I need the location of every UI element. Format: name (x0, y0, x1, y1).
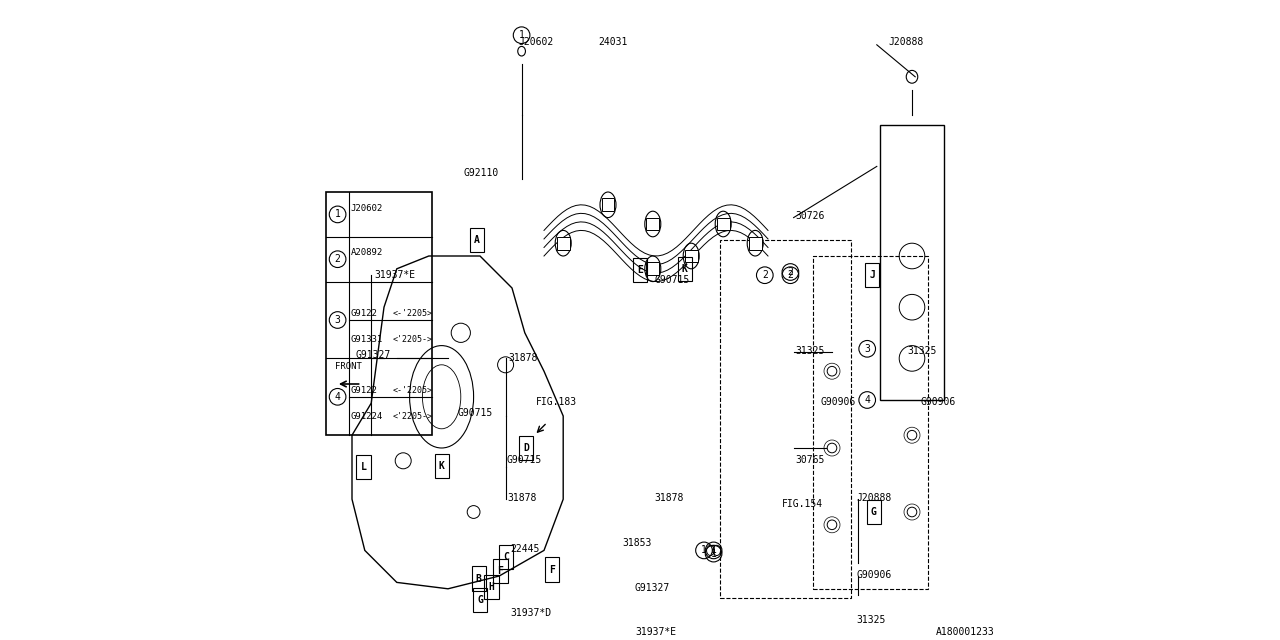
Text: G90715: G90715 (654, 275, 690, 285)
Text: G90715: G90715 (507, 454, 543, 465)
Text: 31878: 31878 (508, 353, 538, 364)
Text: 22445: 22445 (511, 544, 540, 554)
Text: C: C (503, 552, 509, 562)
Bar (557, 237, 570, 250)
Bar (326, 192, 433, 435)
Text: F: F (498, 566, 503, 576)
Text: G91327: G91327 (356, 350, 390, 360)
Text: D: D (524, 443, 529, 453)
Text: 3: 3 (864, 344, 870, 354)
Text: 1: 1 (518, 30, 525, 40)
Text: G91224: G91224 (351, 412, 383, 420)
Text: G90906: G90906 (856, 570, 892, 580)
Text: 24031: 24031 (599, 36, 627, 47)
Text: 31325: 31325 (795, 346, 824, 356)
Text: <-'2205>: <-'2205> (392, 309, 433, 318)
Text: 30765: 30765 (795, 454, 824, 465)
Text: F: F (549, 564, 554, 575)
Text: FIG.154: FIG.154 (782, 499, 823, 509)
Bar (749, 237, 762, 250)
Text: 1: 1 (710, 548, 717, 559)
Bar (813, 256, 928, 589)
Text: 1: 1 (701, 545, 707, 556)
Text: 31878: 31878 (507, 493, 536, 503)
Text: J20602: J20602 (351, 204, 383, 212)
Bar (685, 250, 698, 262)
Text: G91331: G91331 (351, 335, 383, 344)
Text: B: B (476, 573, 481, 584)
Text: G9122: G9122 (351, 309, 378, 318)
Text: G91327: G91327 (635, 582, 671, 593)
Text: E: E (637, 265, 643, 275)
Text: 31937*D: 31937*D (511, 608, 552, 618)
Ellipse shape (827, 366, 837, 376)
Text: 2: 2 (787, 267, 794, 277)
Text: K: K (682, 264, 687, 274)
Text: 31878: 31878 (654, 493, 684, 503)
Text: 1: 1 (710, 545, 717, 556)
Ellipse shape (827, 443, 837, 453)
Text: A180001233: A180001233 (936, 627, 995, 637)
Text: 3: 3 (334, 315, 340, 325)
Ellipse shape (827, 520, 837, 530)
Text: J: J (869, 270, 876, 280)
Text: G90906: G90906 (820, 397, 856, 407)
Text: G: G (870, 507, 877, 517)
Text: J20888: J20888 (888, 36, 924, 47)
Text: J20888: J20888 (856, 493, 892, 503)
Ellipse shape (908, 507, 916, 517)
Bar (646, 218, 659, 230)
Text: K: K (439, 461, 444, 471)
Text: G: G (477, 595, 483, 605)
Text: A20892: A20892 (351, 248, 383, 257)
Text: G9122: G9122 (351, 386, 378, 395)
Text: 30726: 30726 (795, 211, 824, 221)
Text: 31325: 31325 (908, 346, 937, 356)
Text: 2: 2 (787, 270, 794, 280)
Text: G90715: G90715 (458, 408, 493, 418)
Text: 4: 4 (864, 395, 870, 405)
Bar (719, 240, 851, 598)
Bar (646, 262, 659, 275)
Text: FIG.183: FIG.183 (536, 397, 577, 407)
Text: 1: 1 (334, 209, 340, 220)
Text: FRONT: FRONT (335, 362, 362, 371)
Text: G90906: G90906 (920, 397, 956, 407)
Text: A: A (474, 235, 480, 245)
Text: 2: 2 (762, 270, 768, 280)
Bar (717, 218, 730, 230)
Text: <'2205->: <'2205-> (392, 335, 433, 344)
Text: L: L (361, 462, 366, 472)
Text: 31937*E: 31937*E (635, 627, 676, 637)
Text: 4: 4 (334, 392, 340, 402)
Ellipse shape (908, 431, 916, 440)
Text: 31325: 31325 (856, 614, 886, 625)
Text: <-'2205>: <-'2205> (392, 386, 433, 395)
Text: G92110: G92110 (465, 168, 499, 178)
Text: 31937*E: 31937*E (374, 270, 416, 280)
Text: J20602: J20602 (518, 36, 554, 47)
Text: 31853: 31853 (622, 538, 652, 548)
Text: H: H (489, 582, 494, 592)
Text: 2: 2 (334, 254, 340, 264)
Bar (602, 198, 614, 211)
Text: <'2205->: <'2205-> (392, 412, 433, 420)
